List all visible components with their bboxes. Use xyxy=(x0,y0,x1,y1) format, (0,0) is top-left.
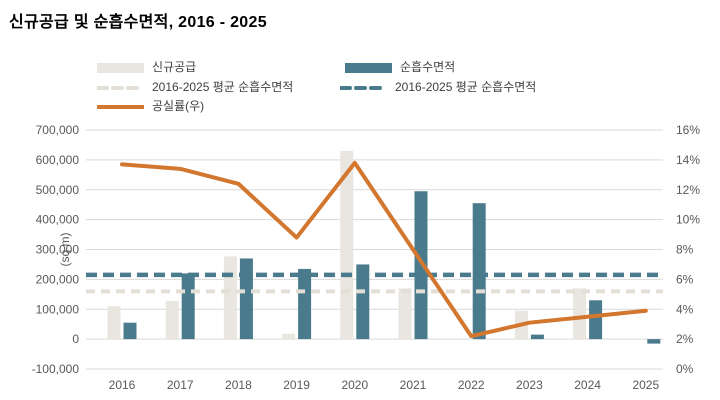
legend-label-net-absorption: 순흡수면적 xyxy=(400,60,456,74)
net-absorption-bar-2018 xyxy=(239,258,253,340)
y-right-tick-label: 6% xyxy=(676,272,694,286)
new-supply-bar-2018 xyxy=(223,256,237,340)
y-left-axis-title: (sq m) xyxy=(58,233,72,267)
x-tick-label-2020: 2020 xyxy=(341,378,368,392)
new-supply-bar-2019 xyxy=(282,333,296,340)
net-absorption-bar-2025 xyxy=(647,339,661,344)
new-supply-bar-2017 xyxy=(165,300,179,340)
y-right-tick-label: 2% xyxy=(676,332,694,346)
legend-label-avg-light: 2016-2025 평균 순흡수면적 xyxy=(152,80,294,94)
y-left-tick-label: 300,000 xyxy=(36,243,80,257)
y-right-tick-label: 10% xyxy=(676,213,700,227)
net-absorption-bar-2022 xyxy=(472,203,486,340)
x-tick-label-2016: 2016 xyxy=(109,378,136,392)
y-left-tick-label: 100,000 xyxy=(36,302,80,316)
legend-item-net-absorption: 순흡수면적 xyxy=(345,60,455,74)
y-right-tick-label: 14% xyxy=(676,153,700,167)
y-right-tick-label: 4% xyxy=(676,302,694,316)
x-tick-label-2023: 2023 xyxy=(516,378,543,392)
legend-item-vacancy-rate: 공실률(우) xyxy=(96,99,205,113)
y-left-tick-label: -100,000 xyxy=(32,362,80,376)
new-supply-swatch-icon xyxy=(97,61,144,73)
y-left-tick-label: 0 xyxy=(72,332,79,346)
legend-label-vacancy: 공실률(우) xyxy=(152,99,205,113)
legend-label-new-supply: 신규공급 xyxy=(152,60,197,74)
chart-title: 신규공급 및 순흡수면적, 2016 - 2025 xyxy=(9,14,267,31)
legend-item-new-supply: 신규공급 xyxy=(97,60,196,74)
net-absorption-bar-2017 xyxy=(181,273,195,340)
y-left-tick-label: 600,000 xyxy=(36,153,80,167)
net-absorption-bar-2024 xyxy=(589,300,603,340)
x-tick-label-2022: 2022 xyxy=(458,378,485,392)
y-left-tick-label: 700,000 xyxy=(36,123,80,137)
x-tick-label-2018: 2018 xyxy=(225,378,252,392)
avg-light-dashed-swatch-icon xyxy=(96,81,145,93)
legend-item-avg-light-dashed: 2016-2025 평균 순흡수면적 xyxy=(96,80,294,94)
y-right-tick-label: 12% xyxy=(676,183,700,197)
net-absorption-bar-2021 xyxy=(414,191,428,340)
net-absorption-swatch-icon xyxy=(345,61,392,73)
x-tick-label-2021: 2021 xyxy=(400,378,427,392)
x-tick-label-2017: 2017 xyxy=(167,378,194,392)
net-absorption-bar-2016 xyxy=(123,322,137,340)
x-tick-label-2024: 2024 xyxy=(574,378,601,392)
legend-label-avg-teal: 2016-2025 평균 순흡수면적 xyxy=(395,80,537,94)
y-left-tick-label: 400,000 xyxy=(36,213,80,227)
new-supply-bar-2016 xyxy=(107,306,121,340)
y-right-tick-label: 0% xyxy=(676,362,694,376)
vacancy-line-swatch-icon xyxy=(96,100,145,112)
net-absorption-bar-2023 xyxy=(530,334,544,340)
y-right-tick-label: 8% xyxy=(676,243,694,257)
net-absorption-bar-2019 xyxy=(298,268,312,340)
new-supply-bar-2024 xyxy=(573,288,587,340)
x-tick-label-2025: 2025 xyxy=(632,378,659,392)
x-tick-label-2019: 2019 xyxy=(283,378,310,392)
y-right-tick-label: 16% xyxy=(676,123,700,137)
new-supply-bar-2021 xyxy=(398,288,412,340)
net-absorption-bar-2020 xyxy=(356,264,370,340)
y-left-tick-label: 200,000 xyxy=(36,272,80,286)
avg-teal-dashed-swatch-icon xyxy=(339,81,388,93)
legend-item-avg-teal-dashed: 2016-2025 평균 순흡수면적 xyxy=(339,80,537,94)
y-left-tick-label: 500,000 xyxy=(36,183,80,197)
vacancy-rate-line xyxy=(120,160,648,339)
